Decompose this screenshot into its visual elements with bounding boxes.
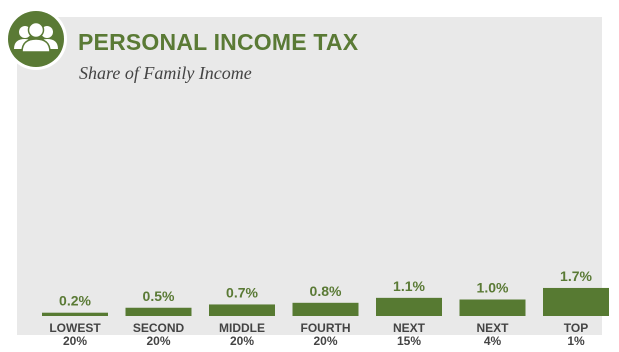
value-label-0: 0.2%: [59, 293, 91, 309]
bar-0: [42, 312, 108, 316]
bar-5: [459, 299, 526, 316]
chart-panel: [17, 17, 602, 335]
category-label-6-0: TOP: [564, 321, 588, 335]
value-label-1: 0.5%: [143, 288, 175, 304]
chart-subtitle: Share of Family Income: [79, 63, 252, 83]
category-label-0-1: 20%: [63, 334, 87, 348]
category-label-1-1: 20%: [146, 334, 170, 348]
bar-3: [292, 302, 359, 316]
value-label-5: 1.0%: [477, 280, 509, 296]
bar-2: [209, 304, 275, 316]
category-label-2-0: MIDDLE: [219, 321, 265, 335]
category-label-0-0: LOWEST: [49, 321, 101, 335]
category-label-2-1: 20%: [230, 334, 254, 348]
bar-6: [543, 287, 609, 316]
value-label-4: 1.1%: [393, 278, 425, 294]
people-group-icon: [14, 21, 58, 53]
header-badge: [8, 11, 64, 67]
category-label-4-1: 15%: [397, 334, 421, 348]
category-label-4-0: NEXT: [393, 321, 426, 335]
value-label-2: 0.7%: [226, 284, 258, 300]
category-label-5-1: 4%: [484, 334, 502, 348]
bar-4: [376, 297, 442, 316]
category-label-5-0: NEXT: [476, 321, 509, 335]
value-label-3: 0.8%: [310, 283, 342, 299]
category-label-3-1: 20%: [313, 334, 337, 348]
category-label-6-1: 1%: [567, 334, 585, 348]
category-label-3-0: FOURTH: [301, 321, 351, 335]
category-label-1-0: SECOND: [133, 321, 185, 335]
chart-title: PERSONAL INCOME TAX: [78, 29, 359, 55]
bar-1: [125, 307, 192, 316]
value-label-6: 1.7%: [560, 268, 592, 284]
